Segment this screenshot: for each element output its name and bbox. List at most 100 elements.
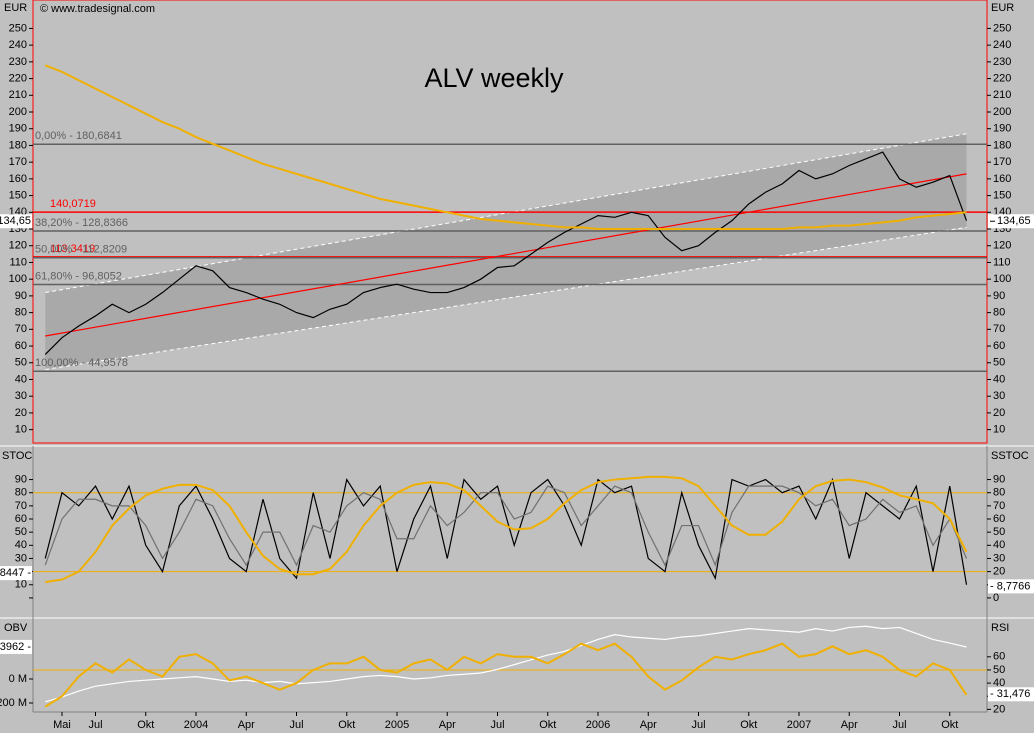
series-line: [45, 475, 968, 584]
y-tick-label: 100: [993, 273, 1011, 285]
y-tick-label: 50: [15, 526, 27, 538]
price-tag: [0, 214, 32, 229]
y-tick-label: 240: [993, 39, 1011, 51]
x-tick-label: Apr: [640, 719, 657, 731]
x-tick-label: 2007: [787, 719, 811, 731]
y-tick-label: 60: [993, 651, 1005, 663]
x-tick-label: Jul: [490, 719, 504, 731]
y-tick-label: 150: [993, 189, 1011, 201]
y-axis-label: EUR: [4, 2, 27, 14]
source: © www.tradesignal.com: [40, 3, 155, 15]
y-tick-label: 200 M: [0, 697, 27, 709]
channel-edge: [45, 226, 967, 370]
y-axis-label: RSI: [991, 622, 1009, 634]
y-tick-label: 230: [993, 56, 1011, 68]
y-tick-label: 90: [993, 290, 1005, 302]
y-tick-label: 10: [15, 424, 27, 436]
value-label: - 8,7766: [990, 580, 1030, 592]
x-tick-label: Okt: [338, 719, 355, 731]
value-tag: [0, 566, 32, 581]
level-label: 38,20% - 128,8366: [35, 217, 128, 229]
y-axis-label: EUR: [991, 2, 1014, 14]
x-tick-label: Okt: [137, 719, 154, 731]
trend-line: [45, 173, 967, 337]
y-tick-label: 30: [15, 552, 27, 564]
y-tick-label: 190: [993, 123, 1011, 135]
channel: [45, 133, 967, 370]
level-label: 140,0719: [50, 198, 96, 210]
y-tick-label: 210: [9, 89, 27, 101]
y-tick-label: 150: [9, 189, 27, 201]
y-axis-label: OBV: [4, 622, 28, 634]
y-tick-label: 180: [993, 139, 1011, 151]
y-tick-label: 250: [9, 22, 27, 34]
level-label: 50,00% - 112,8209: [35, 244, 127, 256]
y-tick-label: 90: [15, 473, 27, 485]
series-line: [44, 64, 967, 231]
y-tick-label: 20: [993, 407, 1005, 419]
y-tick-label: 80: [993, 307, 1005, 319]
y-tick-label: 60: [993, 340, 1005, 352]
x-tick-label: Jul: [289, 719, 303, 731]
x-tick-label: Mai: [53, 719, 71, 731]
level-label: 61,80% - 96,8052: [35, 270, 122, 282]
y-tick-label: 40: [15, 373, 27, 385]
y-tick-label: 110: [993, 256, 1011, 268]
y-tick-label: 120: [993, 240, 1011, 252]
y-tick-label: 180: [9, 139, 27, 151]
x-tick-label: Okt: [941, 719, 958, 731]
y-tick-label: 160: [993, 173, 1011, 185]
y-tick-label: 190: [9, 123, 27, 135]
chart-title: ALV weekly: [424, 63, 564, 93]
y-tick-label: 80: [15, 487, 27, 499]
y-axis-label: SSTOC: [991, 450, 1029, 462]
value-tag: [988, 687, 1034, 702]
y-tick-label: 230: [9, 56, 27, 68]
y-tick-label: 60: [15, 340, 27, 352]
y-tick-label: 220: [993, 72, 1011, 84]
y-axis-label: STOC: [2, 450, 32, 462]
y-tick-label: 80: [993, 487, 1005, 499]
y-tick-label: 40: [993, 539, 1005, 551]
y-tick-label: 70: [993, 500, 1005, 512]
y-tick-label: 0 M: [9, 673, 27, 685]
y-tick-label: 40: [993, 677, 1005, 689]
x-tick-label: Jul: [691, 719, 705, 731]
y-tick-label: 30: [993, 552, 1005, 564]
value-label: 3962 -: [0, 641, 31, 653]
y-tick-label: 160: [9, 173, 27, 185]
level-label: 113,3419: [50, 243, 95, 255]
x-tick-label: Apr: [439, 719, 456, 731]
y-tick-label: 90: [993, 473, 1005, 485]
x-tick-label: Jul: [892, 719, 906, 731]
y-tick-label: 50: [993, 664, 1005, 676]
y-tick-label: 10: [993, 424, 1005, 436]
price-tag: [988, 214, 1034, 229]
series-line: [45, 625, 967, 703]
y-tick-label: 170: [9, 156, 27, 168]
y-tick-label: 20: [993, 566, 1005, 578]
y-tick-label: 200: [9, 106, 27, 118]
price-label: 134,65: [0, 215, 31, 227]
series-line: [44, 485, 968, 567]
x-tick-label: Okt: [539, 719, 556, 731]
y-tick-label: 60: [993, 513, 1005, 525]
x-tick-label: 2006: [586, 719, 610, 731]
y-tick-label: 20: [993, 703, 1005, 715]
level-label: 0,00% - 180,6841: [35, 130, 122, 142]
y-tick-label: 30: [993, 390, 1005, 402]
x-tick-label: 2005: [385, 719, 409, 731]
y-tick-label: 220: [9, 72, 27, 84]
price-frame: [32, 0, 988, 444]
y-tick-label: 10: [15, 579, 27, 591]
x-tick-label: 2004: [184, 719, 208, 731]
y-tick-label: 210: [993, 89, 1011, 101]
series-line: [44, 642, 968, 708]
x-tick-label: Jul: [88, 719, 102, 731]
y-tick-label: 50: [993, 526, 1005, 538]
y-tick-label: 70: [15, 323, 27, 335]
y-tick-label: 250: [993, 22, 1011, 34]
